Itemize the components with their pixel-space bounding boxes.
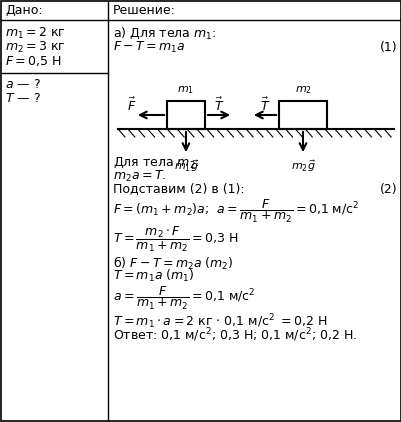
- Text: Для тела $m_2$:: Для тела $m_2$:: [113, 156, 199, 170]
- Text: $F = (m_1 + m_2)a$;  $a = \dfrac{F}{m_1 + m_2} = 0{,}1$ м/с$^2$: $F = (m_1 + m_2)a$; $a = \dfrac{F}{m_1 +…: [113, 197, 358, 225]
- Text: $T = \dfrac{m_2 \cdot F}{m_1 + m_2} = 0{,}3$ Н: $T = \dfrac{m_2 \cdot F}{m_1 + m_2} = 0{…: [113, 225, 238, 254]
- Text: $m_1$: $m_1$: [177, 84, 194, 96]
- Text: $m_1\vec{g}$: $m_1\vec{g}$: [173, 158, 198, 174]
- Text: Ответ: 0,1 м/с$^2$; 0,3 Н; 0,1 м/с$^2$; 0,2 Н.: Ответ: 0,1 м/с$^2$; 0,3 Н; 0,1 м/с$^2$; …: [113, 326, 356, 344]
- Text: Подставим (2) в (1):: Подставим (2) в (1):: [113, 182, 244, 195]
- Text: $m_2$: $m_2$: [294, 84, 311, 96]
- Text: $a = \dfrac{F}{m_1 + m_2} = 0{,}1$ м/с$^2$: $a = \dfrac{F}{m_1 + m_2} = 0{,}1$ м/с$^…: [113, 284, 255, 311]
- Text: $m_2 = 3$ кг: $m_2 = 3$ кг: [5, 39, 66, 54]
- Text: $a$ — ?: $a$ — ?: [5, 78, 41, 92]
- Text: (2): (2): [379, 182, 397, 195]
- Text: $m_2 a = T$.: $m_2 a = T$.: [113, 168, 166, 184]
- Bar: [166, 101, 205, 129]
- Text: $m_2\vec{g}$: $m_2\vec{g}$: [290, 158, 315, 174]
- Text: $\vec{T}$: $\vec{T}$: [213, 96, 224, 114]
- Text: $\vec{T}$: $\vec{T}$: [259, 96, 269, 114]
- Text: $T$ — ?: $T$ — ?: [5, 92, 41, 106]
- Text: $\vec{F}$: $\vec{F}$: [127, 96, 136, 114]
- Text: Дано:: Дано:: [5, 3, 43, 16]
- Bar: [278, 101, 326, 129]
- Text: б) $F - T = m_2 a$ $(m_2)$: б) $F - T = m_2 a$ $(m_2)$: [113, 254, 233, 271]
- Text: $F - T = m_1 a$: $F - T = m_1 a$: [113, 39, 185, 54]
- Text: $T = m_1 \cdot a = 2$ кг $\cdot$ 0,1 м/с$^2$ $= 0{,}2$ Н: $T = m_1 \cdot a = 2$ кг $\cdot$ 0,1 м/с…: [113, 313, 327, 331]
- Text: $T = m_1 a$ $(m_1)$: $T = m_1 a$ $(m_1)$: [113, 268, 194, 284]
- Text: Решение:: Решение:: [113, 3, 176, 16]
- Text: (1): (1): [379, 41, 397, 54]
- Text: $m_1 = 2$ кг: $m_1 = 2$ кг: [5, 25, 66, 41]
- Text: $F = 0{,}5$ Н: $F = 0{,}5$ Н: [5, 54, 61, 68]
- Text: а) Для тела $m_1$:: а) Для тела $m_1$:: [113, 25, 216, 41]
